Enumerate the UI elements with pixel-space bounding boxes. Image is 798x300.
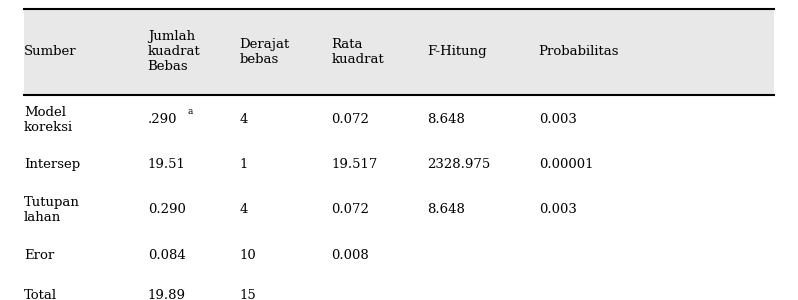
Text: 19.89: 19.89 bbox=[148, 289, 186, 300]
Text: Intersep: Intersep bbox=[24, 158, 80, 171]
Text: 19.51: 19.51 bbox=[148, 158, 185, 171]
Text: Rata
kuadrat: Rata kuadrat bbox=[331, 38, 384, 66]
Text: 0.003: 0.003 bbox=[539, 113, 576, 126]
Text: 0.072: 0.072 bbox=[331, 203, 369, 216]
Text: 1: 1 bbox=[239, 158, 247, 171]
Text: 0.003: 0.003 bbox=[539, 203, 576, 216]
Text: 0.072: 0.072 bbox=[331, 113, 369, 126]
Text: 0.008: 0.008 bbox=[331, 248, 369, 262]
Text: 2328.975: 2328.975 bbox=[427, 158, 490, 171]
Text: 10: 10 bbox=[239, 248, 256, 262]
Text: Jumlah
kuadrat
Bebas: Jumlah kuadrat Bebas bbox=[148, 30, 200, 73]
Text: Total: Total bbox=[24, 289, 57, 300]
Text: Tutupan
lahan: Tutupan lahan bbox=[24, 196, 80, 224]
Text: 4: 4 bbox=[239, 113, 247, 126]
Text: 0.084: 0.084 bbox=[148, 248, 185, 262]
Text: 15: 15 bbox=[239, 289, 256, 300]
Text: Model
koreksi: Model koreksi bbox=[24, 106, 73, 134]
Text: 0.290: 0.290 bbox=[148, 203, 185, 216]
Text: Sumber: Sumber bbox=[24, 45, 77, 58]
Text: F-Hitung: F-Hitung bbox=[427, 45, 487, 58]
Text: Derajat
bebas: Derajat bebas bbox=[239, 38, 290, 66]
Text: 0.00001: 0.00001 bbox=[539, 158, 593, 171]
Text: 4: 4 bbox=[239, 203, 247, 216]
Text: .290: .290 bbox=[148, 113, 177, 126]
Text: 8.648: 8.648 bbox=[427, 203, 464, 216]
Text: 19.517: 19.517 bbox=[331, 158, 377, 171]
Text: a: a bbox=[188, 106, 193, 116]
Text: Eror: Eror bbox=[24, 248, 54, 262]
Bar bbox=[24, 9, 774, 94]
Text: Probabilitas: Probabilitas bbox=[539, 45, 619, 58]
Text: 8.648: 8.648 bbox=[427, 113, 464, 126]
